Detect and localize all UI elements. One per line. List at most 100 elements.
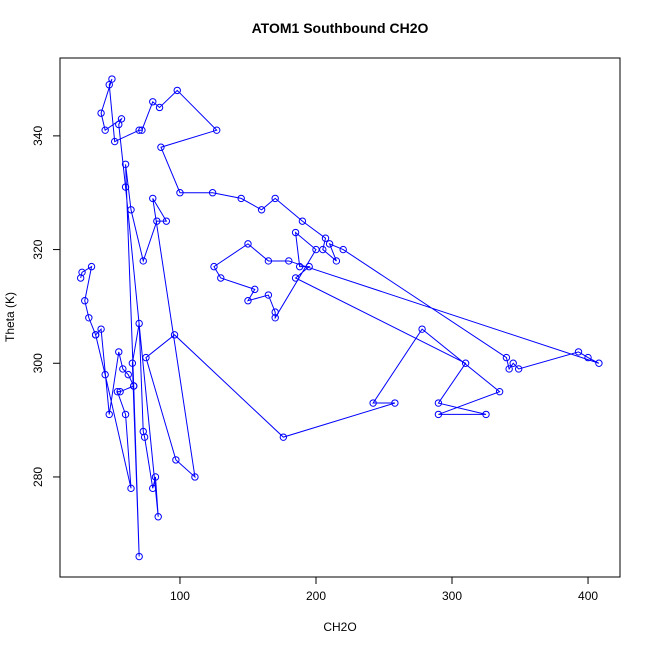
data-point [257, 206, 266, 214]
data-point [139, 257, 147, 265]
data-point [271, 314, 279, 322]
data-point [135, 319, 143, 328]
data-point [78, 268, 86, 277]
data-point [116, 387, 124, 396]
data-point [105, 81, 113, 89]
data-point [574, 348, 583, 356]
data-point [191, 473, 199, 481]
data-point [595, 359, 603, 367]
data-point [149, 484, 157, 493]
data-point [208, 189, 217, 197]
data-point [312, 245, 320, 254]
chart-title: ATOM1 Southbound CH2O [252, 20, 429, 36]
data-point [482, 410, 490, 419]
data-point [279, 433, 288, 441]
data-point [332, 257, 341, 265]
data-point [130, 382, 138, 390]
data-point [149, 194, 157, 203]
data-point [138, 126, 146, 134]
data-point [121, 183, 130, 191]
data-point [124, 370, 132, 379]
data-point [321, 234, 330, 242]
data-point [495, 387, 504, 396]
data-point [271, 194, 279, 203]
x-tick-label: 200 [306, 589, 326, 603]
data-point [509, 359, 517, 367]
data-point [291, 228, 300, 237]
data-point [85, 314, 93, 322]
data-point [298, 217, 307, 225]
data-point [162, 217, 171, 225]
x-axis-label: CH2O [323, 620, 356, 634]
data-point [461, 359, 470, 367]
x-tick-label: 300 [442, 589, 462, 603]
data-point [305, 262, 313, 271]
data-point [173, 86, 181, 95]
data-point [514, 365, 523, 373]
data-point [135, 552, 143, 561]
data-point [151, 473, 160, 481]
data-point [295, 262, 304, 271]
data-point [210, 262, 218, 271]
data-point [91, 331, 100, 339]
data-point [291, 274, 300, 282]
data-point [217, 274, 225, 282]
data-point [115, 348, 123, 356]
data-point [127, 484, 135, 493]
data-point [339, 245, 347, 254]
y-tick-label: 340 [31, 126, 45, 146]
data-point [584, 353, 592, 362]
data-point [87, 262, 96, 271]
data-point [154, 513, 162, 521]
data-point [502, 353, 511, 362]
y-tick-label: 300 [31, 353, 45, 373]
data-point [212, 126, 221, 134]
data-point [157, 143, 165, 151]
data-point [237, 194, 245, 203]
y-tick-label: 320 [31, 239, 45, 259]
data-point [128, 359, 137, 367]
x-tick-label: 100 [170, 589, 190, 603]
data-point [149, 98, 157, 106]
data-point [97, 325, 105, 333]
data-point [264, 257, 273, 265]
data-point [142, 353, 150, 362]
data-point [391, 399, 399, 407]
data-point [285, 257, 293, 265]
data-point [105, 410, 113, 419]
data-point [176, 189, 184, 197]
data-point [110, 137, 119, 146]
data-point [172, 456, 180, 464]
data-point [244, 297, 252, 305]
data-point [434, 410, 443, 419]
data-point [97, 109, 105, 117]
data-point [121, 410, 130, 419]
data-point [135, 126, 143, 134]
data-point [505, 365, 513, 373]
data-point [140, 433, 149, 441]
data-point [101, 370, 109, 379]
data-point [325, 240, 334, 248]
data-point [251, 285, 259, 294]
data-point [121, 160, 130, 169]
data-point [101, 126, 109, 134]
data-point [170, 331, 179, 339]
data-point [119, 365, 127, 373]
data-point [271, 308, 279, 316]
data-point [81, 297, 89, 305]
data-point [244, 240, 252, 248]
data-point [113, 387, 122, 396]
data-point [127, 206, 135, 214]
data-point [369, 399, 377, 407]
data-point [117, 115, 126, 123]
y-axis-label: Theta (K) [3, 292, 17, 342]
data-point [155, 103, 164, 112]
data-point [264, 291, 273, 299]
x-tick-label: 400 [578, 589, 598, 603]
y-tick-label: 280 [31, 467, 45, 487]
data-point [418, 325, 426, 333]
data-point [153, 217, 161, 225]
plot-frame [59, 57, 621, 578]
